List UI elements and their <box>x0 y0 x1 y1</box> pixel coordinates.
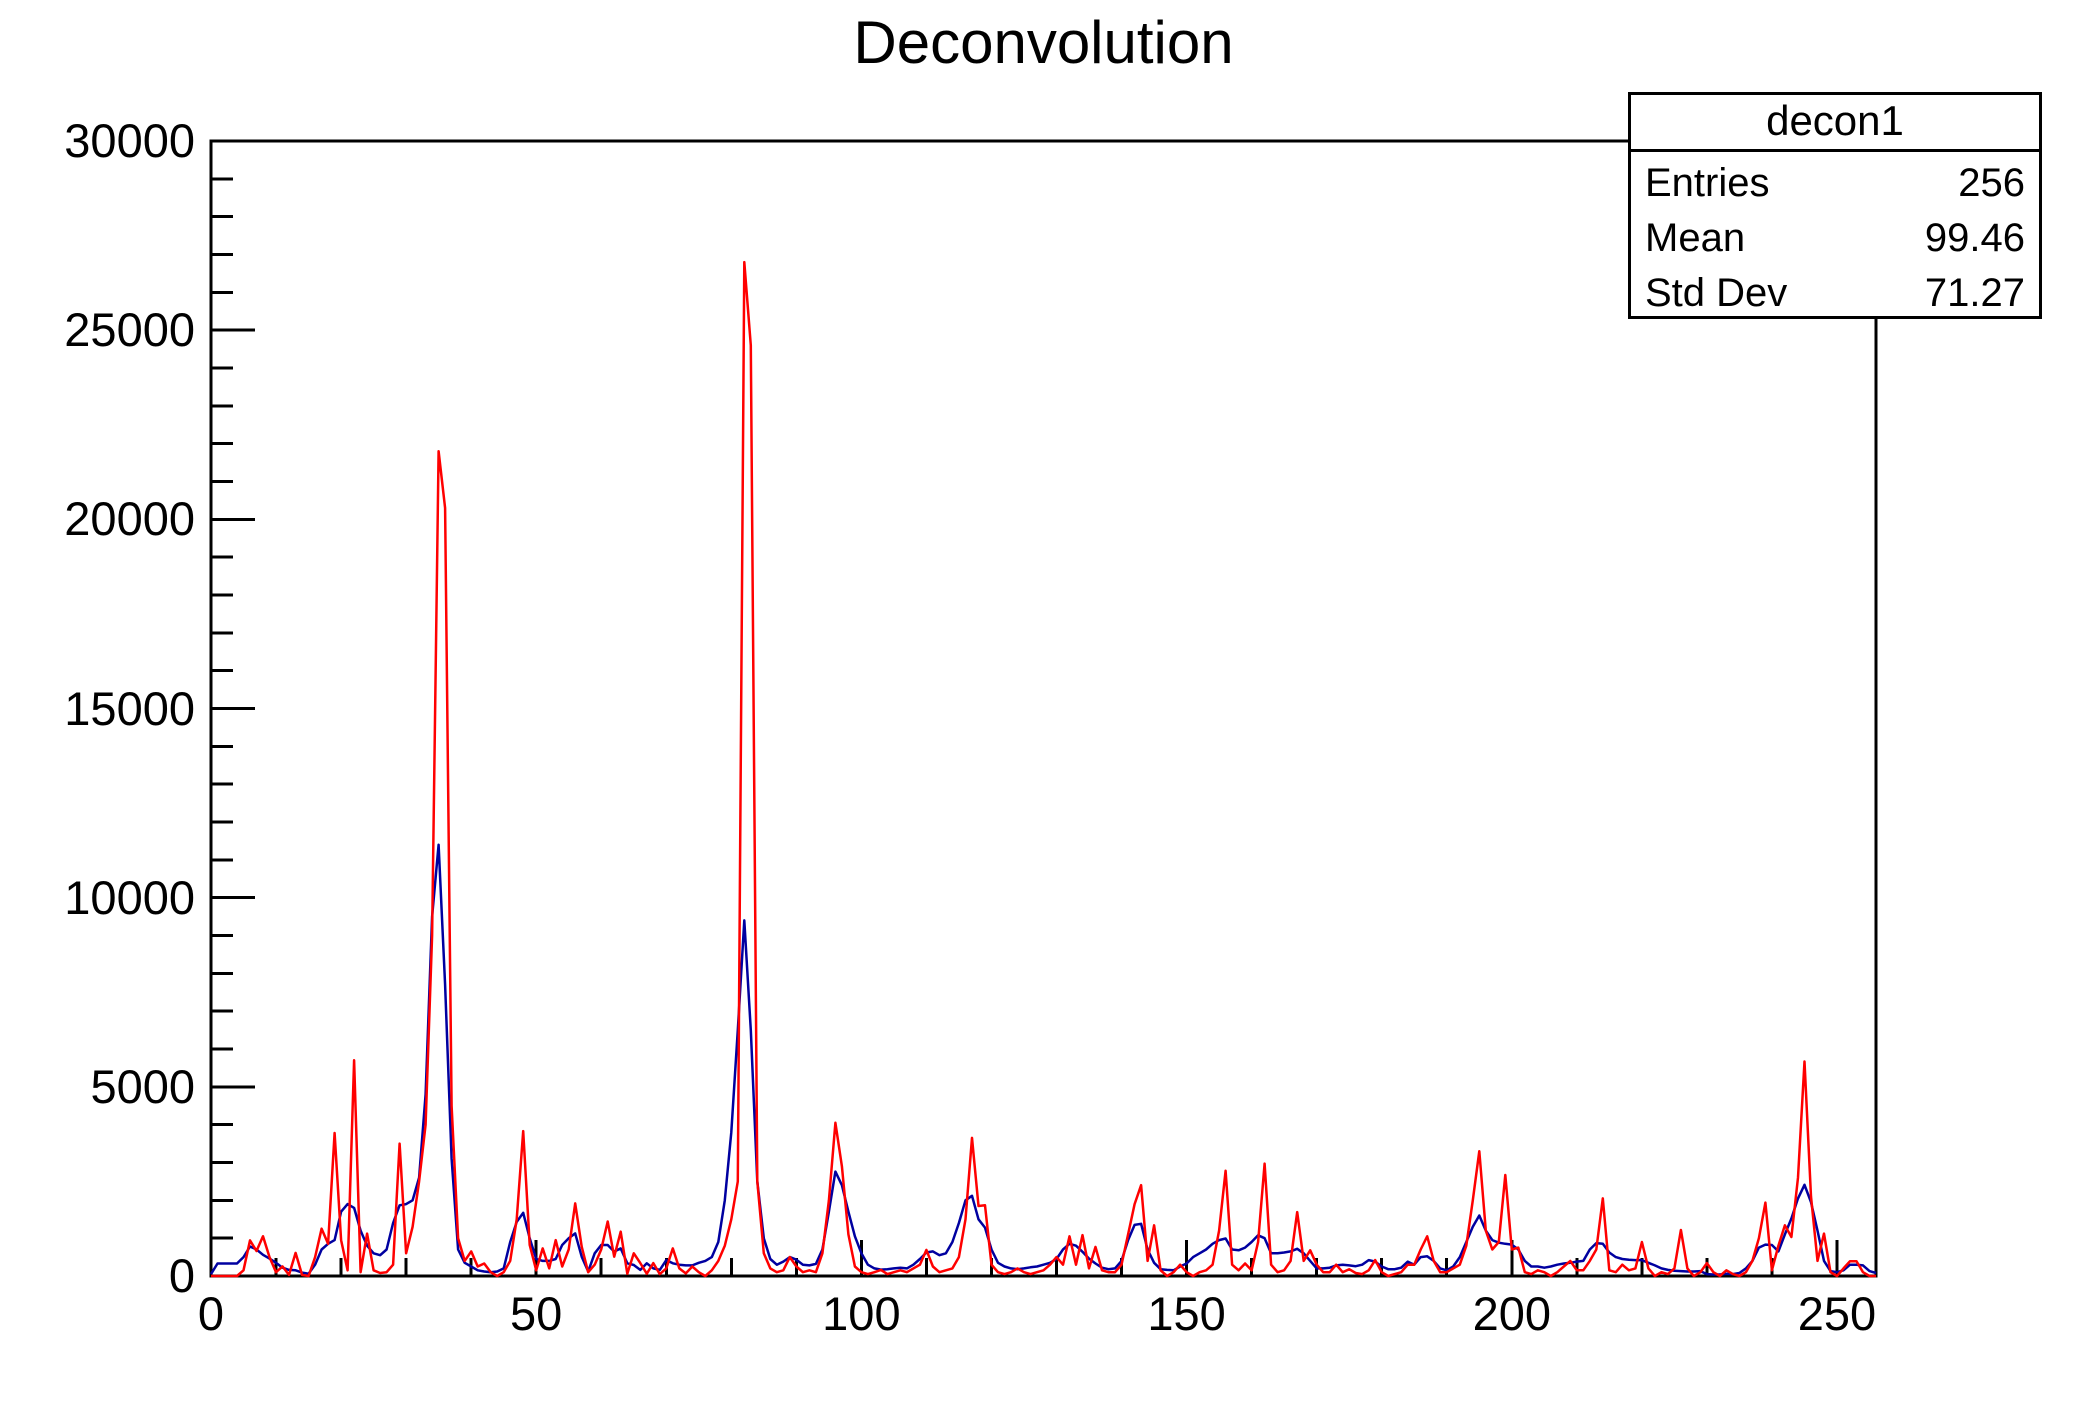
stats-row: Mean 99.46 <box>1645 211 2025 266</box>
stats-label: Entries <box>1645 161 1770 205</box>
stats-row: Std Dev 71.27 <box>1645 266 2025 321</box>
stats-box: decon1 Entries 256 Mean 99.46 Std Dev 71… <box>1628 92 2042 319</box>
stats-value: 99.46 <box>1924 216 2025 260</box>
y-axis-tick-label: 15000 <box>64 681 195 735</box>
stats-label: Std Dev <box>1645 271 1788 315</box>
stats-label: Mean <box>1645 216 1746 260</box>
x-axis-tick-label: 50 <box>510 1287 563 1340</box>
y-axis-tick-label: 30000 <box>64 114 195 167</box>
chart-title: Deconvolution <box>853 9 1234 76</box>
plot-frame <box>209 139 1878 1278</box>
series-source-spectrum-red <box>211 260 1876 1278</box>
y-axis-tick-label: 5000 <box>90 1059 195 1113</box>
x-axis-tick-label: 100 <box>822 1287 901 1340</box>
series-deconvolved-spectrum-blue <box>209 843 1877 1276</box>
y-axis-tick-label: 20000 <box>64 492 195 546</box>
x-axis-tick-label: 200 <box>1472 1287 1551 1340</box>
x-axis-tick-label: 150 <box>1147 1287 1226 1340</box>
x-axis-tick-label: 250 <box>1797 1287 1877 1340</box>
y-axis-tick-label: 25000 <box>64 303 195 357</box>
stats-value: 71.27 <box>1924 271 2025 315</box>
y-axis-tick-label: 10000 <box>64 870 195 924</box>
stats-row: Entries 256 <box>1645 156 2025 211</box>
stats-value: 256 <box>1958 161 2025 205</box>
stats-rows: Entries 256 Mean 99.46 Std Dev 71.27 <box>1631 152 2039 321</box>
x-axis-tick-label: 0 <box>197 1287 225 1340</box>
y-axis-tick-label: 0 <box>168 1249 195 1302</box>
stats-box-title: decon1 <box>1631 95 2039 152</box>
